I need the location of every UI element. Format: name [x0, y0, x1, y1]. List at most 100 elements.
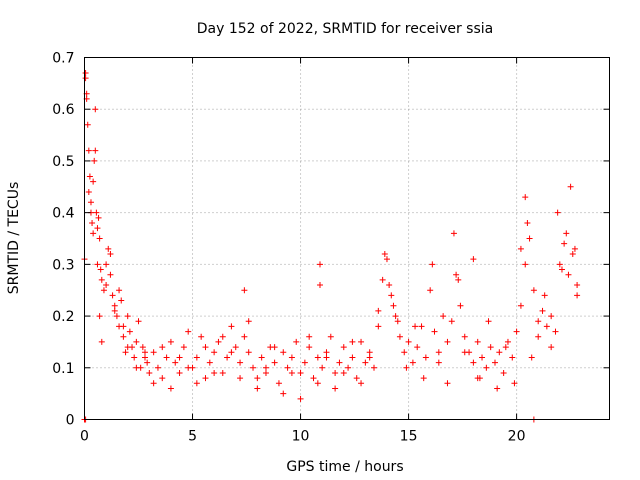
data-point — [362, 359, 369, 366]
data-point — [474, 375, 481, 382]
data-point — [131, 354, 138, 361]
data-point — [94, 261, 101, 268]
data-point — [297, 369, 304, 376]
data-point — [554, 209, 561, 216]
data-point — [401, 349, 408, 356]
data-point — [163, 354, 170, 361]
y-tick-label: 0.5 — [52, 154, 74, 170]
data-point — [245, 318, 252, 325]
data-point — [87, 199, 94, 206]
data-point — [548, 313, 555, 320]
data-point — [254, 375, 261, 382]
data-point — [159, 344, 166, 351]
data-point — [91, 157, 98, 164]
data-point — [504, 338, 511, 345]
data-point — [144, 359, 151, 366]
data-point — [95, 214, 102, 221]
data-point — [90, 178, 97, 185]
data-point — [461, 349, 468, 356]
data-point — [167, 338, 174, 345]
data-point — [111, 307, 118, 314]
data-point — [323, 354, 330, 361]
axis-ticks — [84, 57, 610, 420]
data-point — [245, 349, 252, 356]
data-point — [403, 364, 410, 371]
data-point — [103, 261, 110, 268]
data-point — [172, 359, 179, 366]
data-point — [150, 349, 157, 356]
x-tick-label: 10 — [292, 429, 310, 445]
data-point — [455, 276, 462, 283]
data-point — [113, 313, 120, 320]
data-point — [176, 369, 183, 376]
data-point — [349, 338, 356, 345]
data-point — [565, 271, 572, 278]
data-point — [450, 230, 457, 237]
data-point — [371, 364, 378, 371]
data-point — [448, 318, 455, 325]
data-point — [535, 318, 542, 325]
data-point — [219, 369, 226, 376]
data-point — [420, 375, 427, 382]
data-point — [487, 344, 494, 351]
data-point — [390, 302, 397, 309]
data-point — [556, 261, 563, 268]
data-point — [288, 354, 295, 361]
data-point — [98, 338, 105, 345]
data-point — [185, 364, 192, 371]
data-point — [509, 354, 516, 361]
y-axis-label: SRMTID / TECUs — [6, 182, 22, 295]
data-point — [96, 313, 103, 320]
data-point — [237, 359, 244, 366]
data-point — [107, 271, 114, 278]
data-point — [198, 333, 205, 340]
data-point — [386, 282, 393, 289]
data-point — [254, 385, 261, 392]
data-points — [81, 70, 581, 423]
data-point — [470, 359, 477, 366]
data-point — [202, 375, 209, 382]
data-point — [474, 338, 481, 345]
data-point — [332, 385, 339, 392]
data-point — [85, 147, 92, 154]
data-point — [126, 328, 133, 335]
data-point — [440, 313, 447, 320]
data-point — [280, 390, 287, 397]
y-tick-label: 0.6 — [52, 102, 74, 118]
data-point — [237, 375, 244, 382]
data-point — [479, 354, 486, 361]
data-point — [288, 369, 295, 376]
data-point — [86, 173, 93, 180]
data-point — [485, 318, 492, 325]
data-point — [96, 235, 103, 242]
data-point — [574, 282, 581, 289]
data-point — [552, 328, 559, 335]
data-point — [139, 344, 146, 351]
data-point — [262, 369, 269, 376]
data-point — [517, 302, 524, 309]
data-point — [271, 344, 278, 351]
data-point — [494, 385, 501, 392]
data-point — [470, 256, 477, 263]
data-point — [366, 349, 373, 356]
data-point — [431, 328, 438, 335]
data-point — [548, 344, 555, 351]
data-point — [569, 251, 576, 258]
data-point — [103, 282, 110, 289]
data-point — [345, 364, 352, 371]
data-point — [232, 344, 239, 351]
data-point — [316, 282, 323, 289]
y-tick-label: 0.3 — [52, 257, 74, 273]
data-point — [90, 230, 97, 237]
data-point — [353, 375, 360, 382]
data-point — [82, 75, 89, 82]
data-point — [82, 70, 89, 77]
data-point — [522, 261, 529, 268]
data-point — [422, 354, 429, 361]
data-point — [135, 318, 142, 325]
data-point — [388, 292, 395, 299]
data-point — [526, 235, 533, 242]
data-point — [491, 359, 498, 366]
data-point — [567, 183, 574, 190]
